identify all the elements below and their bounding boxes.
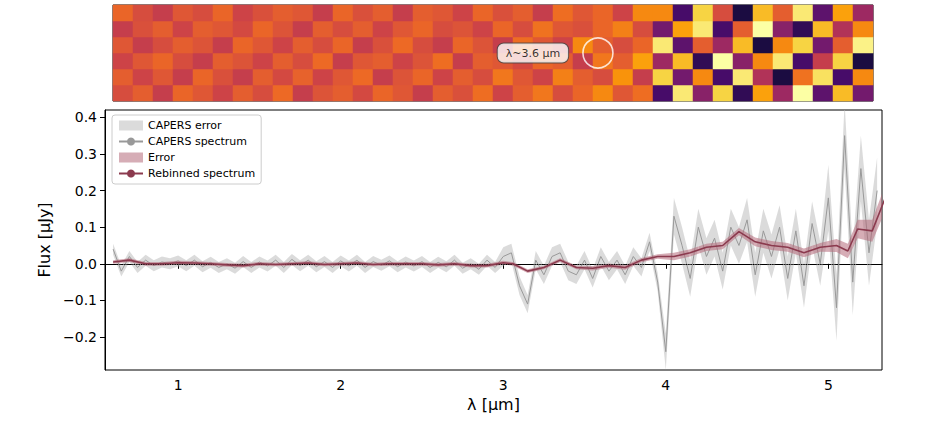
- svg-text:1: 1: [174, 377, 183, 393]
- svg-text:5: 5: [824, 377, 833, 393]
- svg-text:−0.2: −0.2: [63, 329, 97, 345]
- svg-text:4: 4: [661, 377, 670, 393]
- svg-text:0.3: 0.3: [75, 146, 97, 162]
- svg-text:Flux [µJy]: Flux [µJy]: [35, 202, 54, 277]
- svg-text:0.4: 0.4: [75, 109, 97, 125]
- svg-text:3: 3: [499, 377, 508, 393]
- svg-text:Error: Error: [148, 151, 175, 164]
- svg-text:−0.1: −0.1: [63, 292, 97, 308]
- svg-text:0.2: 0.2: [75, 183, 97, 199]
- svg-text:2: 2: [336, 377, 345, 393]
- svg-text:CAPERS error: CAPERS error: [148, 119, 222, 132]
- svg-text:0.0: 0.0: [75, 256, 97, 272]
- svg-text:λ~3.6 µm: λ~3.6 µm: [506, 47, 560, 60]
- svg-text:Rebinned spectrum: Rebinned spectrum: [148, 167, 255, 180]
- svg-text:0.1: 0.1: [75, 219, 97, 235]
- svg-text:CAPERS spectrum: CAPERS spectrum: [148, 135, 247, 148]
- svg-text:λ [µm]: λ [µm]: [467, 395, 520, 414]
